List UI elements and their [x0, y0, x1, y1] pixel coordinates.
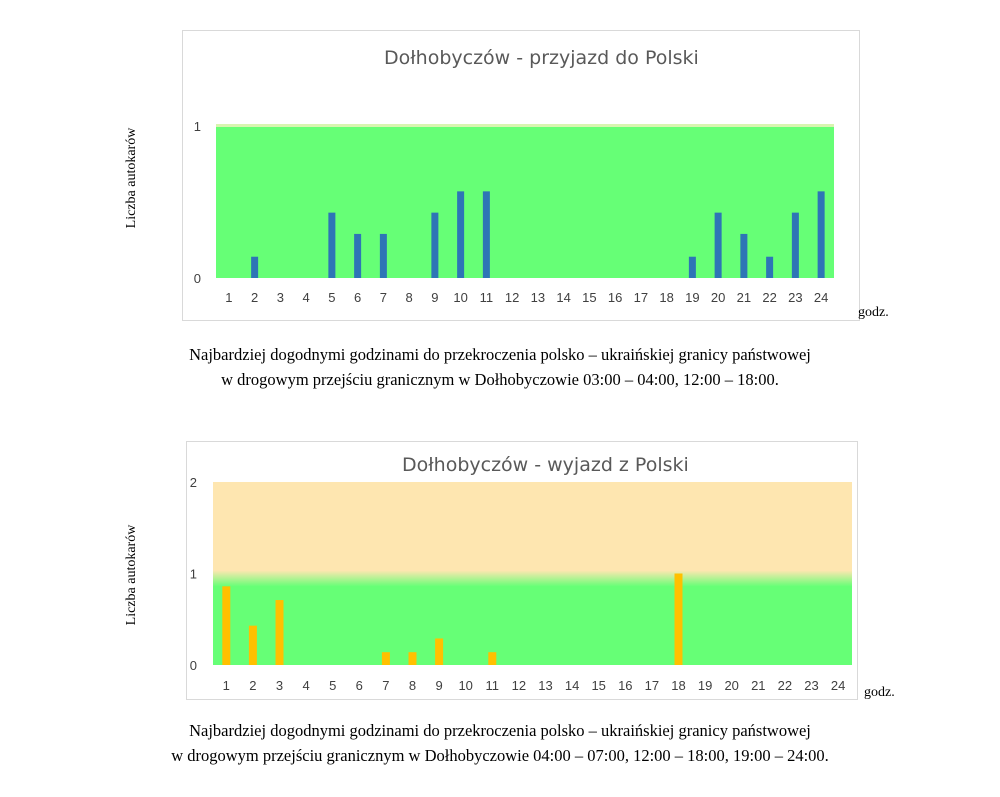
x-tick-label: 22 — [778, 678, 792, 693]
x-tick-label: 6 — [356, 678, 363, 693]
x-tick-label: 19 — [685, 290, 699, 305]
x-tick-label: 13 — [538, 678, 552, 693]
bar-8 — [408, 652, 417, 665]
x-tick-label: 9 — [431, 290, 438, 305]
x-tick-label: 6 — [354, 290, 361, 305]
x-tick-label: 13 — [531, 290, 545, 305]
bar-7 — [381, 652, 390, 665]
x-tick-label: 18 — [671, 678, 685, 693]
bar-21 — [740, 233, 748, 278]
chart-1-caption-line-1: Najbardziej dogodnymi godzinami do przek… — [189, 345, 811, 364]
x-tick-label: 7 — [380, 290, 387, 305]
chart-2-caption: Najbardziej dogodnymi godzinami do przek… — [0, 718, 1000, 768]
x-tick-label: 16 — [608, 290, 622, 305]
y-tick-label: 1 — [194, 119, 201, 134]
chart-1-caption: Najbardziej dogodnymi godzinami do przek… — [0, 342, 1000, 392]
x-tick-label: 11 — [486, 678, 500, 693]
chart-2-title: Dołhobyczów - wyjazd z Polski — [402, 454, 689, 476]
x-tick-label: 10 — [458, 678, 472, 693]
chart-2-caption-line-1: Najbardziej dogodnymi godzinami do przek… — [189, 721, 811, 740]
bar-20 — [714, 212, 722, 278]
bar-6 — [354, 233, 362, 278]
bar-19 — [688, 256, 696, 278]
bar-18 — [674, 573, 683, 665]
x-tick-label: 22 — [762, 290, 776, 305]
x-tick-label: 2 — [251, 290, 258, 305]
x-tick-label: 12 — [505, 290, 519, 305]
bar-2 — [248, 625, 257, 665]
x-tick-label: 21 — [737, 290, 751, 305]
bar-11 — [482, 191, 490, 278]
x-tick-label: 1 — [223, 678, 230, 693]
x-tick-label: 24 — [831, 678, 845, 693]
band-top-edge — [216, 124, 834, 127]
y-tick-label: 0 — [194, 271, 201, 286]
bar-9 — [435, 638, 444, 665]
x-tick-label: 20 — [724, 678, 738, 693]
bar-1 — [222, 586, 231, 665]
x-tick-label: 3 — [277, 290, 284, 305]
x-tick-label: 15 — [582, 290, 596, 305]
bar-23 — [791, 212, 799, 278]
bar-2 — [251, 256, 259, 278]
chart-2-xunit: godz. — [864, 685, 895, 700]
x-tick-label: 24 — [814, 290, 828, 305]
chart-1-title: Dołhobyczów - przyjazd do Polski — [384, 47, 699, 69]
x-tick-label: 8 — [409, 678, 416, 693]
bar-7 — [379, 233, 387, 278]
x-tick-label: 5 — [328, 290, 335, 305]
x-tick-label: 17 — [634, 290, 648, 305]
x-tick-label: 4 — [303, 290, 310, 305]
band-1 — [216, 126, 834, 278]
x-tick-label: 12 — [512, 678, 526, 693]
x-tick-label: 17 — [645, 678, 659, 693]
x-tick-label: 1 — [225, 290, 232, 305]
y-tick-label: 0 — [190, 658, 197, 673]
y-tick-label: 1 — [190, 567, 197, 582]
x-tick-label: 16 — [618, 678, 632, 693]
x-tick-label: 4 — [302, 678, 309, 693]
x-tick-label: 15 — [591, 678, 605, 693]
bar-11 — [488, 652, 497, 665]
bar-22 — [766, 256, 774, 278]
band-2 — [213, 482, 852, 574]
bar-9 — [431, 212, 439, 278]
x-tick-label: 23 — [788, 290, 802, 305]
x-tick-label: 11 — [480, 290, 494, 305]
chart-1-xunit: godz. — [858, 305, 889, 320]
bar-3 — [275, 600, 284, 665]
band-1 — [213, 573, 852, 665]
x-tick-label: 23 — [804, 678, 818, 693]
x-tick-label: 21 — [751, 678, 765, 693]
band-transition — [213, 570, 852, 587]
x-tick-label: 14 — [556, 290, 570, 305]
y-tick-label: 2 — [190, 475, 197, 490]
bar-24 — [817, 191, 825, 278]
x-tick-label: 20 — [711, 290, 725, 305]
x-tick-label: 10 — [453, 290, 467, 305]
x-tick-label: 7 — [382, 678, 389, 693]
x-tick-label: 5 — [329, 678, 336, 693]
chart-1-caption-line-2: w drogowym przejściu granicznym w Dołhob… — [221, 370, 779, 389]
x-tick-label: 3 — [276, 678, 283, 693]
bar-5 — [328, 212, 336, 278]
x-tick-label: 18 — [659, 290, 673, 305]
x-tick-label: 9 — [435, 678, 442, 693]
chart-2-caption-line-2: w drogowym przejściu granicznym w Dołhob… — [171, 746, 829, 765]
x-tick-label: 2 — [249, 678, 256, 693]
x-tick-label: 19 — [698, 678, 712, 693]
x-tick-label: 8 — [406, 290, 413, 305]
x-tick-label: 14 — [565, 678, 579, 693]
bar-10 — [457, 191, 465, 278]
